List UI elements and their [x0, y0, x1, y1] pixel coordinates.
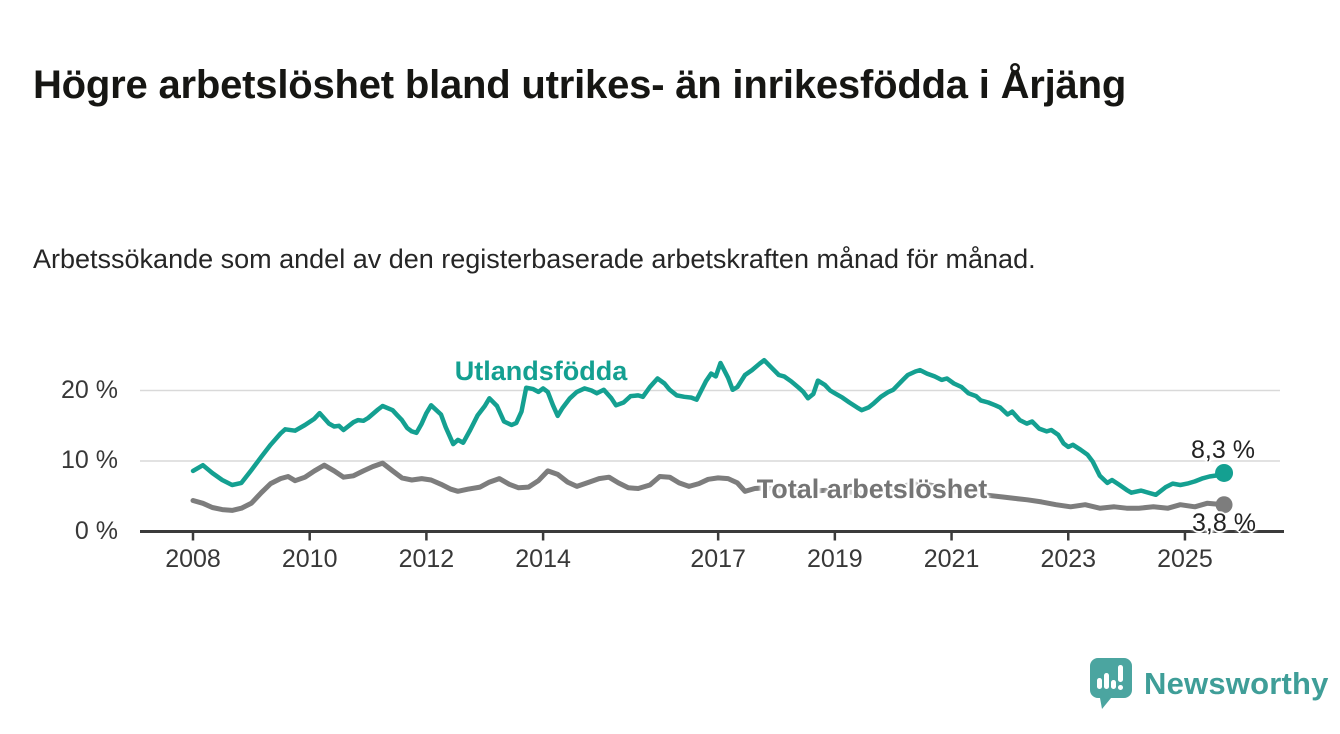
series-label-total-arbetsloshet: Total arbetslöshet — [756, 474, 988, 504]
x-axis-tick-label: 2019 — [807, 545, 863, 573]
series-line-total — [190, 460, 1227, 513]
x-axis-tick-label: 2012 — [398, 545, 455, 573]
series-end-dot-utlandsfodda — [1215, 463, 1234, 482]
page-subtitle: Arbetssökande som andel av den registerb… — [33, 244, 1036, 274]
newsworthy-brand: Newsworthy — [1088, 656, 1329, 712]
page-title: Högre arbetslöshet bland utrikes- än inr… — [33, 62, 1127, 107]
end-value-label-utlandsfodda: 8,3 % — [1191, 436, 1255, 464]
series-end-dot-total — [1215, 496, 1233, 514]
y-axis-tick-label: 10 % — [61, 446, 118, 474]
x-axis-tick-label: 2021 — [923, 545, 980, 573]
x-axis-tick-label: 2010 — [281, 545, 338, 573]
x-axis-tick-label: 2023 — [1040, 545, 1097, 573]
x-axis-tick-label: 2017 — [690, 545, 746, 573]
series-line-utlandsfodda — [190, 357, 1227, 498]
end-value-label-total: 3,8 % — [1192, 509, 1256, 537]
bar-chart-speech-bubble-icon — [1090, 658, 1132, 709]
x-axis-tick-label: 2025 — [1157, 545, 1213, 573]
series-label-utlandsfodda: Utlandsfödda — [454, 356, 628, 386]
y-axis-tick-label: 20 % — [61, 375, 118, 404]
y-axis-tick-label: 0 % — [74, 516, 118, 545]
x-axis-tick-label: 2008 — [165, 545, 221, 573]
x-axis-tick-label: 2014 — [515, 545, 571, 573]
brand-wordmark: Newsworthy — [1144, 666, 1329, 701]
